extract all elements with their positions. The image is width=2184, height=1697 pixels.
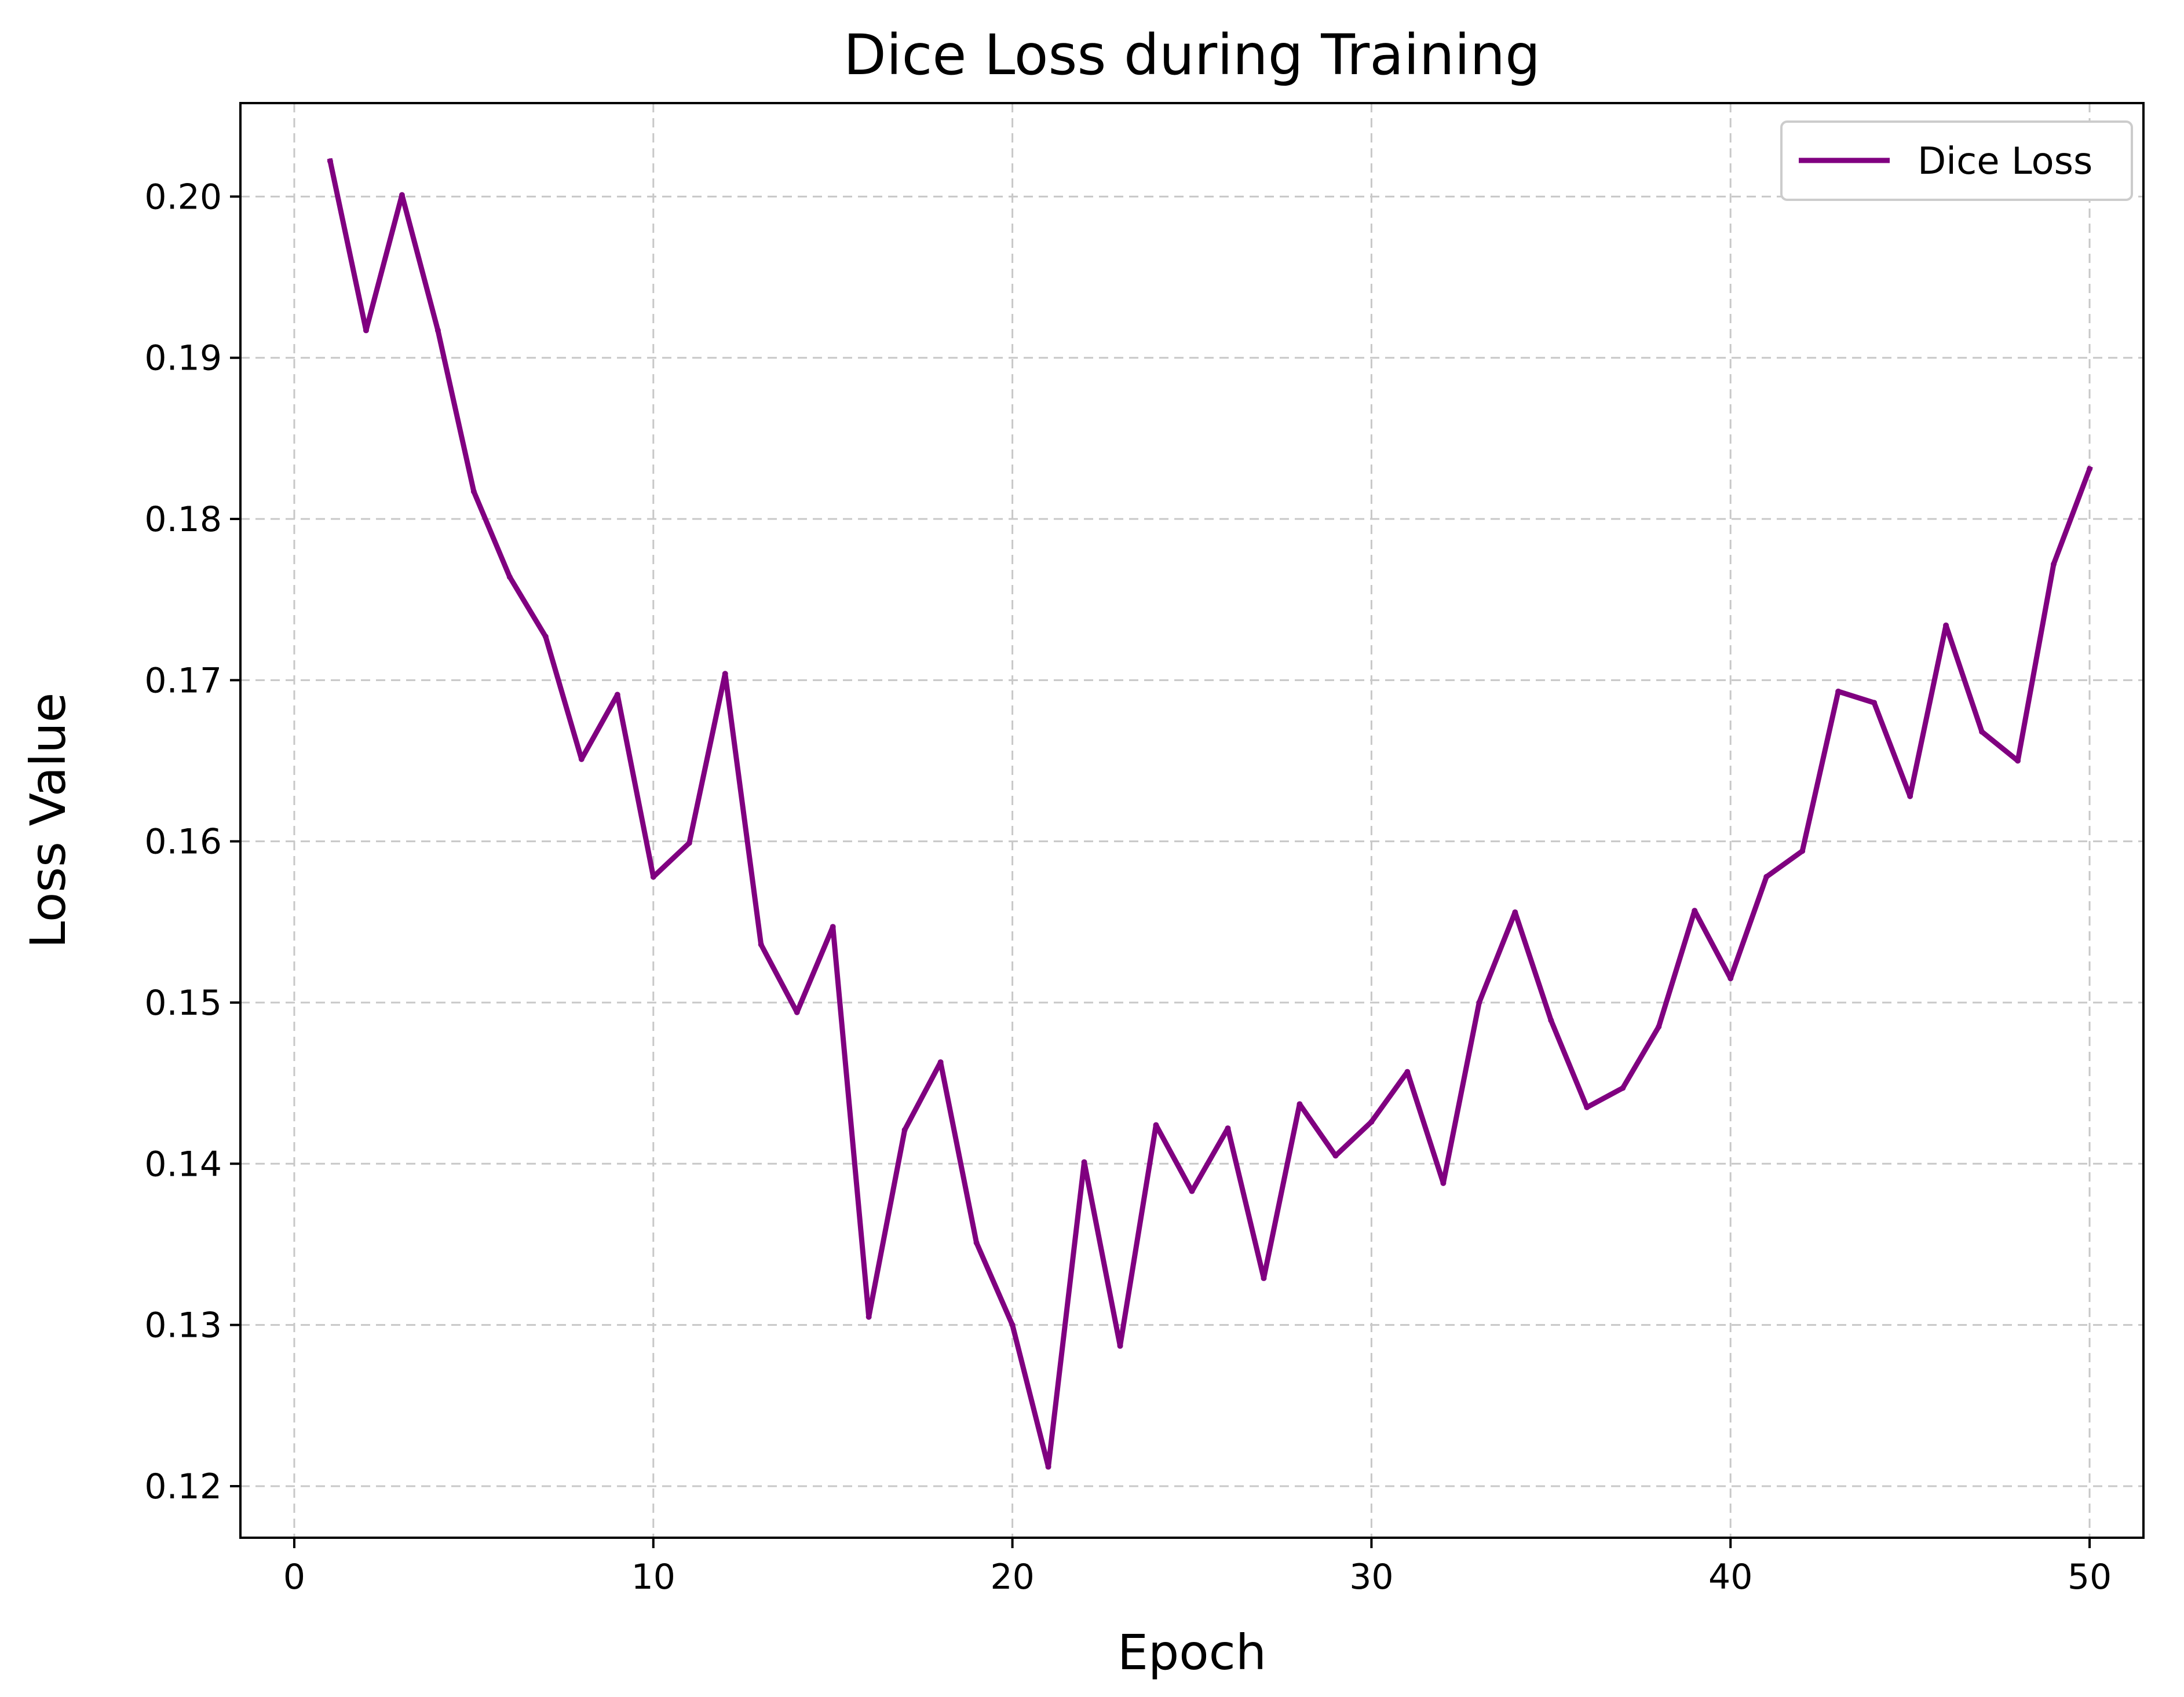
data-point <box>1368 1118 1375 1125</box>
series-layer <box>327 158 2093 1470</box>
data-point <box>2087 466 2093 472</box>
x-tick-label: 50 <box>2068 1557 2112 1597</box>
x-tick-label: 0 <box>283 1557 305 1597</box>
data-point <box>1943 622 1949 628</box>
y-axis-label: Loss Value <box>20 693 76 949</box>
x-axis-label: Epoch <box>1117 1624 1266 1681</box>
legend-entry-dice-loss: Dice Loss <box>1918 140 2092 183</box>
data-point <box>1476 999 1482 1005</box>
data-point <box>1225 1125 1231 1132</box>
data-point <box>1189 1188 1195 1194</box>
chart-title: Dice Loss during Training <box>843 23 1540 87</box>
data-point <box>506 574 513 580</box>
data-point <box>1728 975 1734 982</box>
data-point <box>865 1314 872 1320</box>
data-point <box>1979 729 1985 735</box>
data-point <box>1907 793 1913 799</box>
data-point <box>1440 1180 1447 1186</box>
data-point <box>1799 848 1806 854</box>
data-point <box>1620 1085 1626 1091</box>
x-tick-label: 30 <box>1349 1557 1393 1597</box>
data-point <box>1261 1275 1267 1281</box>
data-point <box>614 692 620 698</box>
data-point <box>1548 1017 1554 1023</box>
series-line-dice-loss <box>327 158 2093 1469</box>
data-point <box>830 924 836 930</box>
plot-frame <box>239 102 2145 1539</box>
y-tick-label: 0.15 <box>144 983 222 1023</box>
data-point <box>1332 1153 1339 1159</box>
y-tick-label: 0.19 <box>144 338 222 379</box>
y-tick-label: 0.18 <box>144 499 222 540</box>
data-point <box>327 158 333 164</box>
legend: Dice Loss <box>1780 120 2133 201</box>
x-tick-label: 20 <box>990 1557 1034 1597</box>
data-point <box>1117 1343 1123 1349</box>
x-tick-label: 10 <box>631 1557 675 1597</box>
data-point <box>1692 908 1698 914</box>
data-point <box>901 1127 908 1133</box>
data-point <box>1835 688 1842 694</box>
data-point <box>1153 1122 1159 1128</box>
data-point <box>470 488 477 495</box>
data-point <box>1584 1104 1590 1110</box>
data-point <box>578 756 585 762</box>
y-tick-label: 0.17 <box>144 660 222 701</box>
y-tick-label: 0.20 <box>144 177 222 217</box>
data-point <box>363 327 369 334</box>
y-tick-label: 0.14 <box>144 1144 222 1184</box>
data-point <box>434 327 441 334</box>
y-tick-label: 0.12 <box>144 1466 222 1507</box>
data-point <box>2051 561 2057 567</box>
data-point <box>399 192 405 198</box>
x-tick-label: 40 <box>1708 1557 1752 1597</box>
data-point <box>2015 758 2021 764</box>
data-point <box>973 1239 980 1246</box>
data-point <box>937 1059 944 1065</box>
data-point <box>1009 1322 1016 1328</box>
data-point <box>1404 1069 1411 1075</box>
grid <box>240 103 2143 1538</box>
data-point <box>1045 1464 1051 1470</box>
ticks: 0 10 20 30 40 50 0.12 0.13 0.14 0.15 0.16 0.17 0.18 0… <box>144 177 2112 1597</box>
data-point <box>686 840 692 846</box>
data-point <box>1871 700 1878 706</box>
data-point <box>1296 1101 1303 1107</box>
data-point <box>1656 1023 1662 1030</box>
data-point <box>1081 1159 1087 1165</box>
data-point <box>1763 873 1770 880</box>
y-tick-label: 0.16 <box>144 822 222 862</box>
data-point <box>794 1009 800 1015</box>
data-point <box>758 941 764 948</box>
data-point <box>650 873 656 880</box>
data-point <box>722 671 728 677</box>
legend-box <box>1780 120 2133 201</box>
y-tick-label: 0.13 <box>144 1305 222 1346</box>
data-point <box>542 634 549 640</box>
data-point <box>1512 909 1518 916</box>
